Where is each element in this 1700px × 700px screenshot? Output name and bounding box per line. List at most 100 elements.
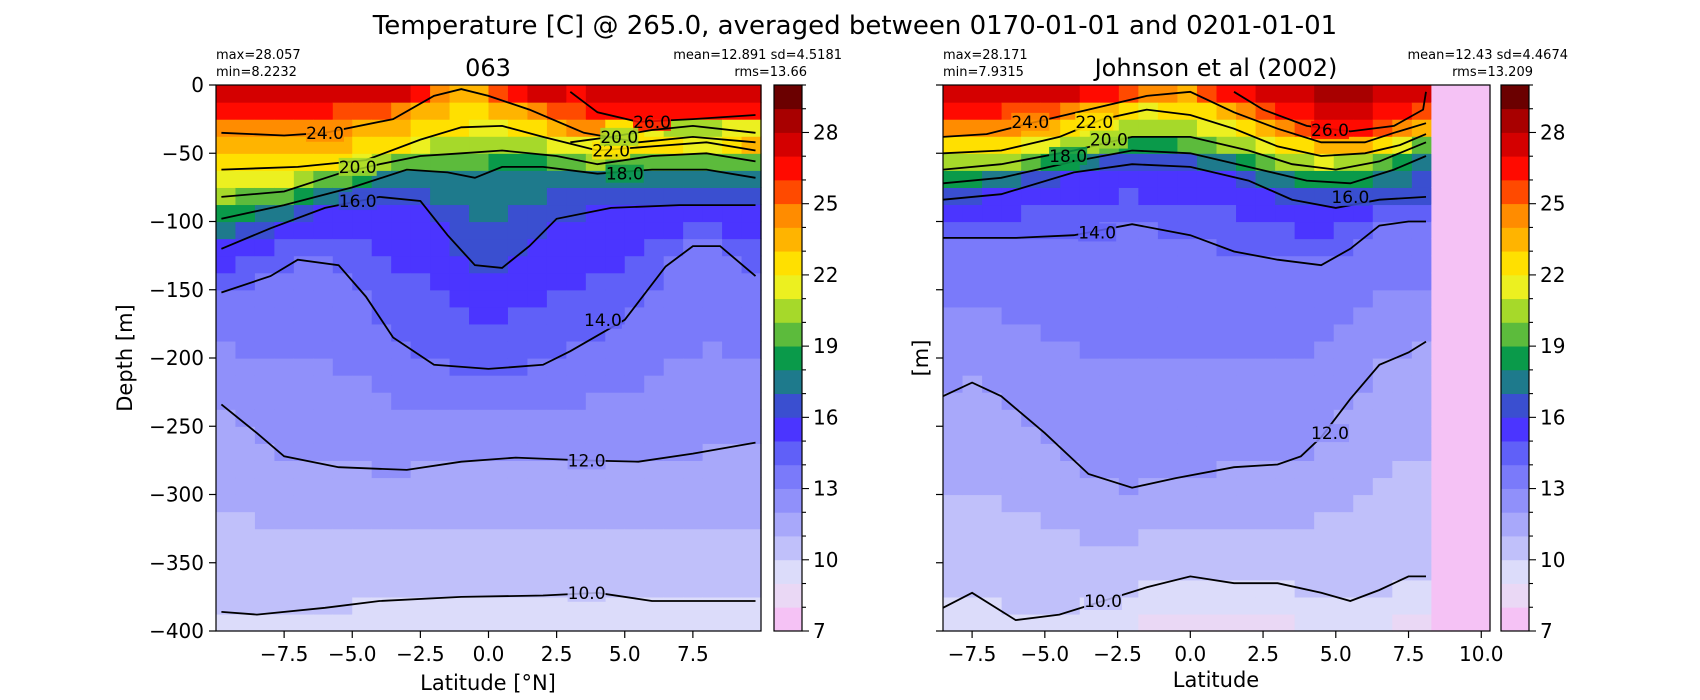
heatmap-cell	[1099, 375, 1120, 393]
heatmap-cell	[1255, 596, 1276, 615]
heatmap-cell	[943, 358, 964, 376]
heatmap-cell	[1255, 323, 1276, 342]
heatmap-cell	[527, 272, 548, 291]
colorbar-swatch	[774, 607, 802, 632]
heatmap-cell	[1118, 579, 1139, 598]
heatmap-cell	[352, 443, 373, 461]
heatmap-cell	[507, 153, 529, 171]
heatmap-cell	[1392, 340, 1413, 359]
heatmap-cell	[1060, 238, 1081, 257]
heatmap-cell	[1450, 477, 1472, 496]
heatmap-cell	[469, 323, 490, 342]
heatmap-cell	[1314, 545, 1335, 564]
heatmap-cell	[982, 187, 1003, 206]
heatmap-cell	[644, 545, 665, 564]
heatmap-cell	[566, 289, 587, 308]
heatmap-cell	[1294, 204, 1315, 223]
heatmap-cell	[683, 375, 704, 393]
heatmap-cell	[1275, 221, 1296, 240]
heatmap-cell	[1255, 170, 1276, 188]
contour-line	[942, 108, 1427, 157]
heatmap-cell	[1177, 358, 1198, 376]
heatmap-cell	[741, 392, 762, 410]
heatmap-cell	[605, 562, 626, 581]
heatmap-cell	[1333, 443, 1354, 461]
heatmap-cell	[1353, 460, 1374, 479]
heatmap-cell	[1431, 238, 1452, 257]
heatmap-cell	[1196, 562, 1218, 581]
heatmap-cell	[722, 323, 743, 342]
x-tick-label: 5.0	[609, 642, 641, 666]
heatmap-cell	[1021, 579, 1042, 598]
colorbar-tick-label: 25	[1540, 192, 1565, 216]
contour-line	[221, 195, 756, 269]
heatmap-cell	[982, 494, 1003, 513]
heatmap-cell	[741, 153, 762, 171]
heatmap-cell	[1138, 136, 1159, 154]
heatmap-cell	[1079, 562, 1100, 581]
heatmap-cell	[1294, 511, 1315, 530]
heatmap-cell	[1294, 392, 1315, 410]
heatmap-cell	[722, 460, 743, 479]
stat-mean-sd-063: mean=12.891 sd=4.5181	[673, 48, 842, 63]
heatmap-cell	[274, 562, 295, 581]
heatmap-cell	[1333, 375, 1354, 393]
heatmap-cell	[585, 187, 606, 206]
heatmap-cell	[469, 272, 490, 291]
heatmap-cell	[1099, 613, 1120, 632]
panel-johnson-2002: 26.024.0 22.020.018.016.014.012.010.0 −7.…	[909, 48, 1568, 692]
heatmap-cell	[624, 409, 645, 427]
heatmap-cell	[1099, 255, 1120, 274]
heatmap-cell	[1079, 528, 1100, 547]
figure-suptitle: Temperature [C] @ 265.0, averaged betwee…	[372, 11, 1337, 41]
colorbar-tick-label: 7	[1540, 619, 1553, 643]
heatmap-cell	[1216, 289, 1237, 308]
heatmap-cell	[943, 579, 964, 598]
heatmap-cell	[741, 187, 762, 206]
heatmap-cell	[546, 596, 567, 615]
heatmap-cell	[624, 562, 645, 581]
heatmap-cell	[1392, 204, 1413, 223]
contour-label: 18.0	[606, 165, 644, 185]
heatmap-cell	[274, 460, 295, 479]
heatmap-cell	[1450, 460, 1472, 479]
colorbar-swatch	[774, 536, 802, 561]
heatmap-cell	[449, 494, 470, 513]
heatmap-cell	[566, 153, 587, 171]
heatmap-cell	[1255, 221, 1276, 240]
heatmap-cell	[371, 306, 392, 325]
heatmap-cell	[1196, 477, 1218, 496]
heatmap-cell	[216, 323, 237, 342]
heatmap-cell	[1216, 443, 1237, 461]
heatmap-cell	[1196, 375, 1218, 393]
heatmap-cell	[1372, 562, 1393, 581]
heatmap-cell	[1470, 545, 1491, 564]
heatmap-cell	[1333, 255, 1354, 274]
heatmap-cell	[391, 272, 412, 291]
heatmap-cell	[469, 409, 490, 427]
heatmap-cell	[449, 272, 470, 291]
heatmap-cell	[1411, 494, 1432, 513]
heatmap-cell	[1236, 579, 1257, 598]
heatmap-cell	[274, 204, 295, 223]
heatmap-cell	[644, 375, 665, 393]
heatmap-cell	[430, 102, 451, 120]
heatmap-cell	[507, 289, 529, 308]
heatmap-cell	[1392, 528, 1413, 547]
heatmap-cell	[254, 545, 275, 564]
heatmap-cell	[235, 392, 256, 410]
heatmap-cell	[1196, 221, 1218, 240]
heatmap-cell	[293, 289, 314, 308]
heatmap-cell	[1060, 511, 1081, 530]
heatmap-cell	[1353, 119, 1374, 137]
heatmap-cell	[1392, 596, 1413, 615]
heatmap-cell	[1275, 460, 1296, 479]
heatmap-cell	[1411, 153, 1432, 171]
heatmap-cell	[1411, 443, 1432, 461]
heatmap-cell	[1314, 358, 1335, 376]
heatmap-cell	[274, 477, 295, 496]
heatmap-cell	[605, 392, 626, 410]
heatmap-cell	[430, 340, 451, 359]
heatmap-cell	[1157, 153, 1179, 171]
